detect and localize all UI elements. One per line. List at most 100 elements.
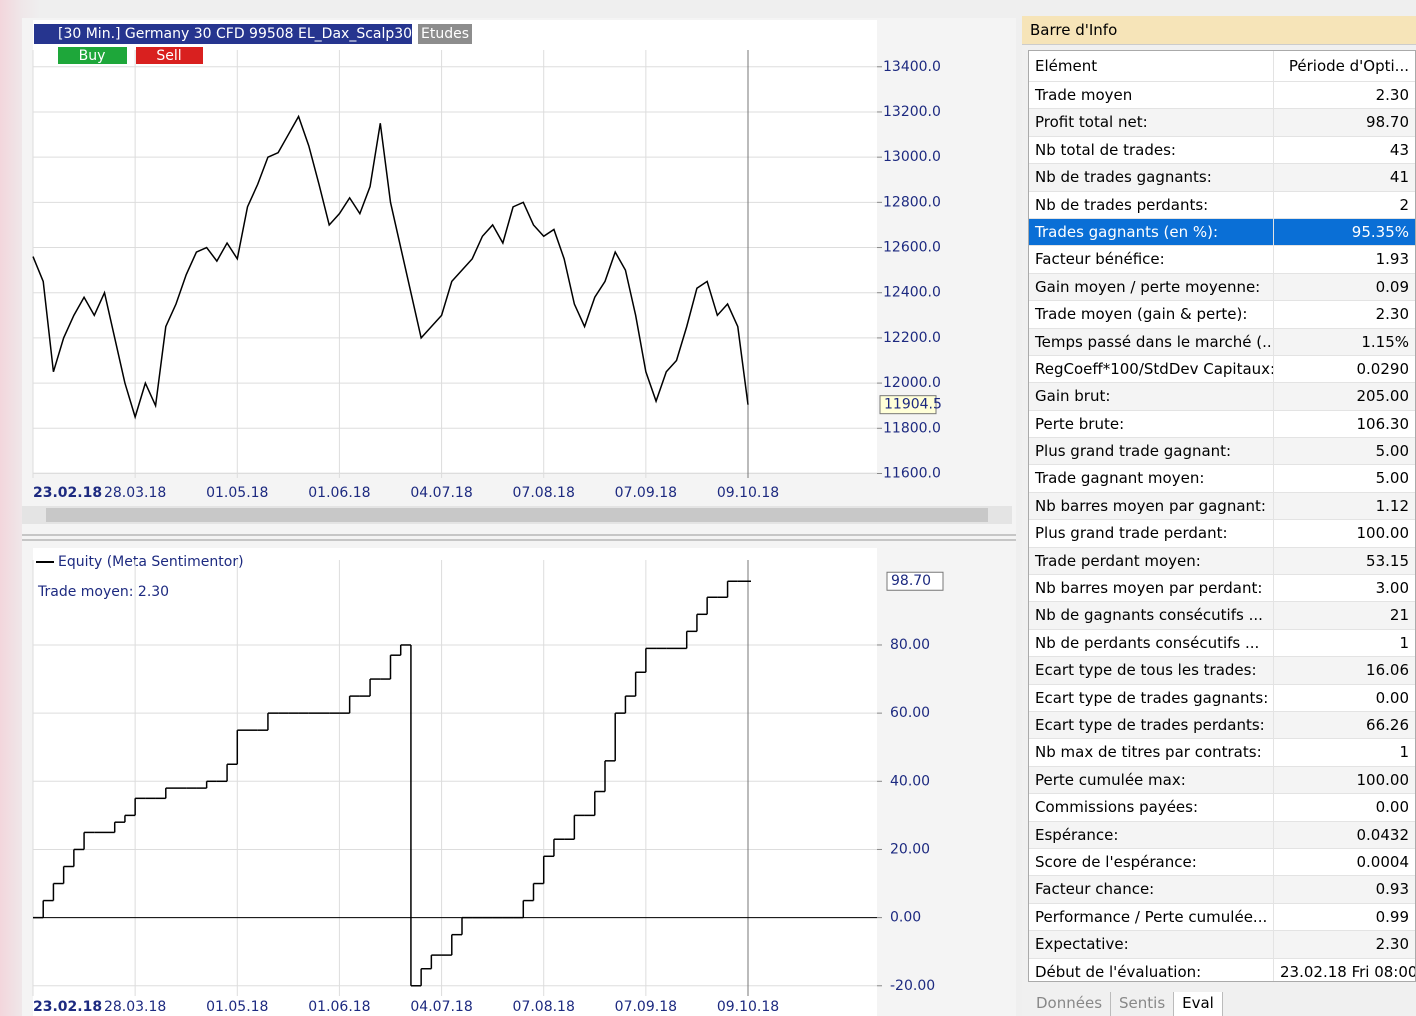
- table-row[interactable]: Gain brut: 205.00: [1029, 383, 1415, 411]
- table-row[interactable]: Nb de trades perdants: 2: [1029, 191, 1415, 219]
- y-tick-label: 13200.0: [883, 104, 941, 120]
- cell: Performance / Perte cumulée...: [1029, 903, 1274, 931]
- table-row[interactable]: Perte brute: 106.30: [1029, 410, 1415, 439]
- cell: 1.15%: [1361, 332, 1409, 351]
- tab[interactable]: Données: [1028, 992, 1112, 1016]
- table-row[interactable]: Nb de gagnants consécutifs ... 21: [1029, 602, 1415, 630]
- table-row[interactable]: Nb barres moyen par gagnant: 1.12: [1029, 492, 1415, 521]
- cell: 0.0004: [1356, 852, 1410, 871]
- y-tick-label: 80.00: [890, 637, 930, 653]
- cell: Nb de gagnants consécutifs ...: [1029, 602, 1274, 629]
- scroll-thumb[interactable]: [46, 508, 988, 522]
- y-tick-label: -20.00: [890, 978, 935, 994]
- equity-plot: [33, 548, 877, 1016]
- sell-label: Sell: [156, 48, 181, 64]
- y-tick-label: 12200.0: [883, 330, 941, 346]
- y-tick-label: 20.00: [890, 841, 930, 857]
- table-row[interactable]: Trade moyen 2.30: [1029, 82, 1415, 110]
- table-row[interactable]: Perte cumulée max: 100.00: [1029, 766, 1415, 795]
- table-row[interactable]: Gain moyen / perte moyenne: 0.09: [1029, 273, 1415, 302]
- cell: 53.15: [1366, 551, 1409, 570]
- cell: 2.30: [1375, 86, 1409, 104]
- cell: 2.30: [1375, 305, 1409, 324]
- table-row[interactable]: Nb barres moyen par perdant: 3.00: [1029, 575, 1415, 603]
- table-row[interactable]: Trade gagnant moyen: 5.00: [1029, 465, 1415, 493]
- cell: Score de l'espérance:: [1029, 848, 1274, 876]
- cell: Début de l'évaluation:: [1029, 958, 1274, 981]
- header-cell: Période d'Opti...: [1288, 57, 1409, 75]
- cell: 205.00: [1356, 387, 1410, 406]
- table-row[interactable]: Performance / Perte cumulée... 0.99: [1029, 903, 1415, 932]
- table-row[interactable]: Nb de trades gagnants: 41: [1029, 164, 1415, 192]
- cell: Nb barres moyen par gagnant:: [1029, 492, 1274, 520]
- instrument-bar: [34, 24, 412, 44]
- x-tick-label: 04.07.18: [410, 485, 472, 501]
- price-line: [32, 114, 749, 420]
- last-value-label: 11904.5: [884, 397, 942, 413]
- cell: Nb barres moyen par perdant:: [1029, 575, 1274, 602]
- cell: 100.00: [1356, 770, 1410, 789]
- cell: 100.00: [1356, 524, 1410, 543]
- tab[interactable]: Eval: [1174, 992, 1223, 1016]
- table-row[interactable]: Espérance: 0.0432: [1029, 821, 1415, 849]
- table-header: Elément Période d'Opti...: [1029, 51, 1415, 82]
- table-row[interactable]: Facteur bénéfice: 1.93: [1029, 246, 1415, 274]
- y-tick-label: 11800.0: [883, 420, 941, 436]
- cell: Espérance:: [1029, 821, 1274, 848]
- tab[interactable]: Sentis: [1111, 992, 1175, 1016]
- table-row[interactable]: RegCoeff*100/StdDev Capitaux: 0.0290: [1029, 355, 1415, 384]
- y-tick-label: 12400.0: [883, 285, 941, 301]
- buy-button[interactable]: [58, 47, 127, 64]
- cell: 21: [1389, 606, 1409, 625]
- cell: Temps passé dans le marché (...: [1029, 328, 1274, 355]
- table-row[interactable]: Plus grand trade perdant: 100.00: [1029, 520, 1415, 548]
- table-row[interactable]: Temps passé dans le marché (... 1.15%: [1029, 328, 1415, 356]
- y-tick-label: 0.00: [890, 910, 921, 926]
- table-row[interactable]: Expectative: 2.30: [1029, 931, 1415, 959]
- cell: 98.70: [1366, 113, 1409, 132]
- table-row[interactable]: Facteur chance: 0.93: [1029, 876, 1415, 904]
- annotation: Trade moyen: 2.30: [37, 584, 169, 600]
- cell: Profit total net:: [1029, 109, 1274, 136]
- table-row[interactable]: Profit total net: 98.70: [1029, 109, 1415, 137]
- table-row[interactable]: Nb de perdants consécutifs ... 1: [1029, 629, 1415, 658]
- table-row[interactable]: Score de l'espérance: 0.0004: [1029, 848, 1415, 877]
- table-row[interactable]: Ecart type de trades gagnants: 0.00: [1029, 684, 1415, 712]
- chart-window: [30 Min.] Germany 30 CFD 99508 EL_Dax_Sc…: [22, 18, 1016, 1016]
- cell: Trade perdant moyen:: [1029, 547, 1274, 575]
- x-tick-label: 01.05.18: [206, 999, 268, 1015]
- table-row[interactable]: Ecart type de trades perdants: 66.26: [1029, 711, 1415, 740]
- header-cell: Elément: [1029, 51, 1274, 81]
- x-tick-label: 07.09.18: [615, 999, 677, 1015]
- table-row[interactable]: Trade perdant moyen: 53.15: [1029, 547, 1415, 576]
- cell: Trade moyen: [1029, 82, 1274, 109]
- y-tick-label: 60.00: [890, 705, 930, 721]
- table-row[interactable]: Commissions payées: 0.00: [1029, 794, 1415, 822]
- cell: 1: [1399, 743, 1409, 762]
- y-tick-label: 11600.0: [883, 465, 941, 481]
- legend-entry: Equity (Meta Sentimentor): [58, 554, 244, 570]
- cell: 0.0290: [1356, 359, 1410, 378]
- x-tick-label: 07.08.18: [513, 485, 575, 501]
- y-tick-label: 12000.0: [883, 375, 941, 391]
- cell: Plus grand trade gagnant:: [1029, 438, 1274, 465]
- last-value-box: [879, 395, 937, 415]
- sell-button[interactable]: [136, 47, 203, 64]
- buy-label: Buy: [79, 48, 106, 64]
- cell: 2.30: [1375, 935, 1409, 954]
- table-row[interactable]: Trades gagnants (en %): 95.35%: [1029, 218, 1415, 247]
- studies-button[interactable]: [418, 24, 472, 44]
- table-row[interactable]: Ecart type de tous les trades: 16.06: [1029, 657, 1415, 685]
- cell: 23.02.18 Fri 08:00: [1280, 962, 1415, 981]
- x-tick-label: 01.05.18: [206, 485, 268, 501]
- x-tick-label: 07.08.18: [513, 999, 575, 1015]
- table-row[interactable]: Nb total de trades: 43: [1029, 136, 1415, 165]
- cell: 1.12: [1375, 496, 1409, 515]
- table-row[interactable]: Plus grand trade gagnant: 5.00: [1029, 438, 1415, 466]
- table-row[interactable]: Trade moyen (gain & perte): 2.30: [1029, 301, 1415, 329]
- x-tick-label: 28.03.18: [104, 485, 166, 501]
- table-row[interactable]: Début de l'évaluation: 23.02.18 Fri 08:00: [1029, 958, 1415, 981]
- table-row[interactable]: Nb max de titres par contrats: 1: [1029, 739, 1415, 767]
- cell: Nb max de titres par contrats:: [1029, 739, 1274, 766]
